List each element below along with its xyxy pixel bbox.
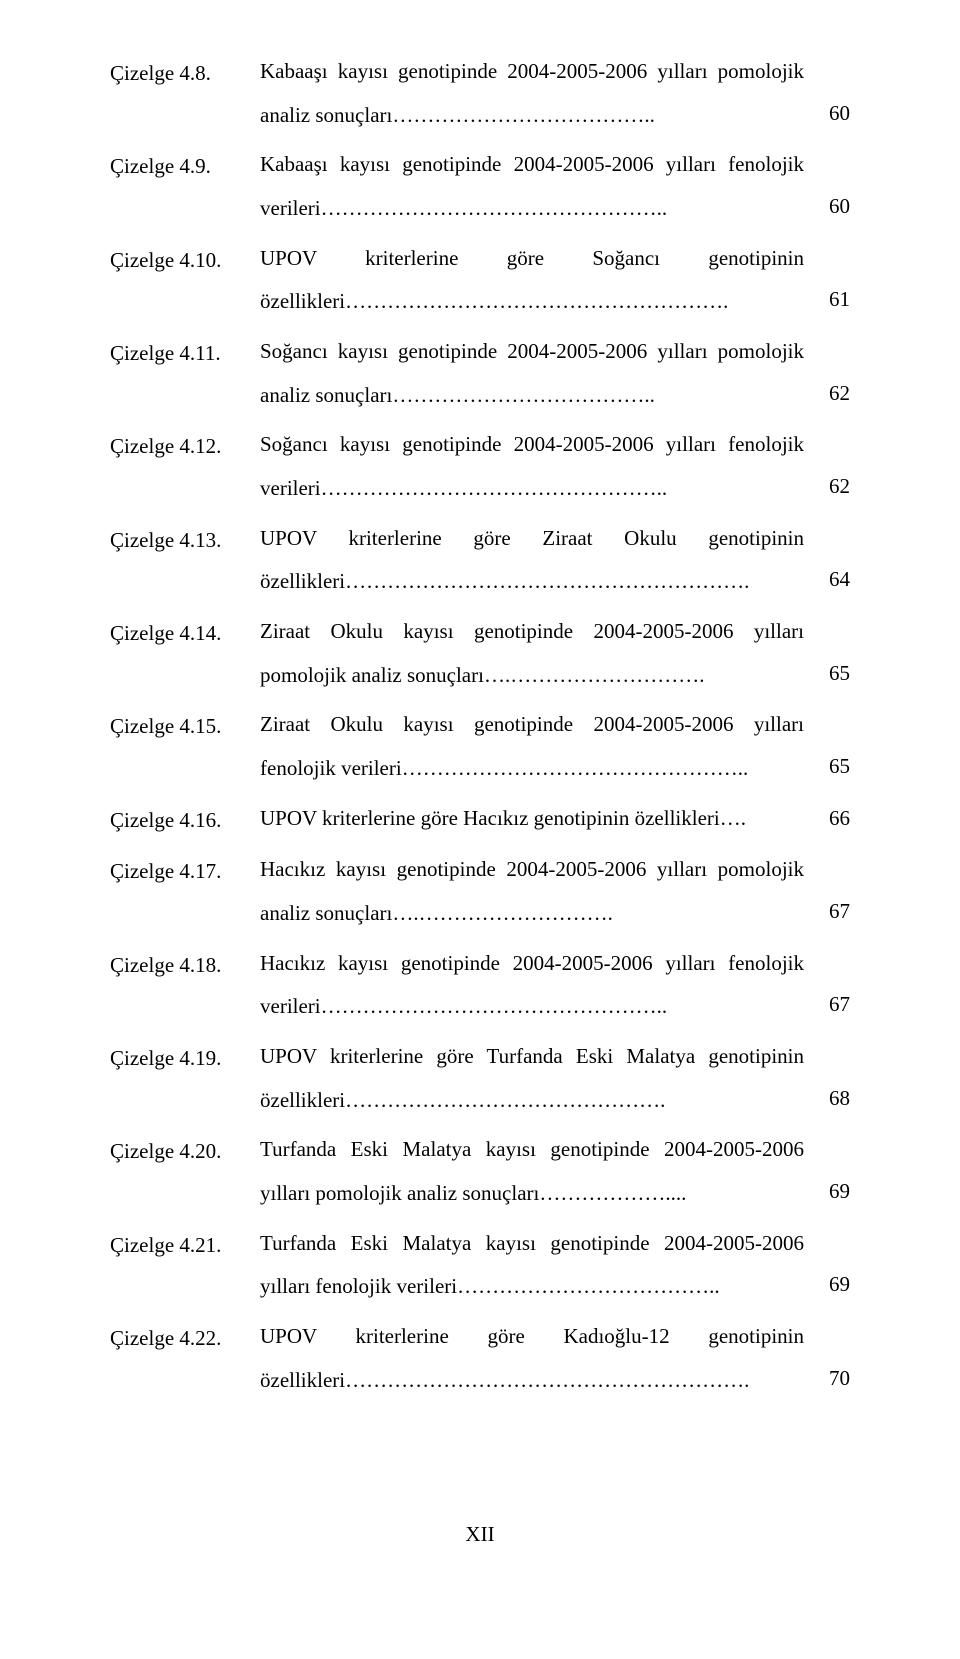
toc-entry-label: Çizelge 4.11. [110,330,260,417]
toc-entry-description: Kabaaşı kayısı genotipinde 2004-2005-200… [260,50,814,137]
toc-entry-label: Çizelge 4.12. [110,423,260,510]
toc-entry: Çizelge 4.22.UPOV kriterlerine göre Kadı… [110,1315,850,1402]
toc-entry-description: UPOV kriterlerine göre Hacıkız genotipin… [260,797,814,843]
toc-entry-page: 62 [814,465,850,511]
table-of-figures: Çizelge 4.8.Kabaaşı kayısı genotipinde 2… [110,50,850,1402]
toc-entry-description: Turfanda Eski Malatya kayısı genotipinde… [260,1128,814,1215]
toc-entry-label: Çizelge 4.20. [110,1128,260,1215]
toc-entry-description: Ziraat Okulu kayısı genotipinde 2004-200… [260,703,814,790]
toc-entry-page: 65 [814,745,850,791]
toc-entry-page: 67 [814,890,850,936]
page-number-footer: XII [110,1522,850,1587]
toc-entry: Çizelge 4.16.UPOV kriterlerine göre Hacı… [110,797,850,843]
toc-entry-page: 64 [814,558,850,604]
toc-entry: Çizelge 4.11.Soğancı kayısı genotipinde … [110,330,850,417]
toc-entry-label: Çizelge 4.9. [110,143,260,230]
toc-entry-label: Çizelge 4.21. [110,1222,260,1309]
toc-entry: Çizelge 4.20.Turfanda Eski Malatya kayıs… [110,1128,850,1215]
toc-entry-description: Kabaaşı kayısı genotipinde 2004-2005-200… [260,143,814,230]
toc-entry-label: Çizelge 4.16. [110,797,260,843]
toc-entry-label: Çizelge 4.18. [110,942,260,1029]
toc-entry-label: Çizelge 4.8. [110,50,260,137]
toc-entry-page: 61 [814,278,850,324]
toc-entry-page: 60 [814,92,850,138]
toc-entry: Çizelge 4.8.Kabaaşı kayısı genotipinde 2… [110,50,850,137]
toc-entry-label: Çizelge 4.15. [110,703,260,790]
toc-entry-page: 66 [814,797,850,843]
toc-entry-description: Ziraat Okulu kayısı genotipinde 2004-200… [260,610,814,697]
toc-entry-description: Hacıkız kayısı genotipinde 2004-2005-200… [260,848,814,935]
toc-entry-description: Hacıkız kayısı genotipinde 2004-2005-200… [260,942,814,1029]
toc-entry: Çizelge 4.15.Ziraat Okulu kayısı genotip… [110,703,850,790]
toc-entry-label: Çizelge 4.17. [110,848,260,935]
toc-entry: Çizelge 4.9.Kabaaşı kayısı genotipinde 2… [110,143,850,230]
toc-entry: Çizelge 4.19.UPOV kriterlerine göre Turf… [110,1035,850,1122]
toc-entry: Çizelge 4.17.Hacıkız kayısı genotipinde … [110,848,850,935]
toc-entry-page: 65 [814,652,850,698]
toc-entry-label: Çizelge 4.10. [110,237,260,324]
toc-entry: Çizelge 4.14.Ziraat Okulu kayısı genotip… [110,610,850,697]
toc-entry-page: 60 [814,185,850,231]
toc-entry: Çizelge 4.21.Turfanda Eski Malatya kayıs… [110,1222,850,1309]
toc-entry-label: Çizelge 4.13. [110,517,260,604]
toc-entry-description: Soğancı kayısı genotipinde 2004-2005-200… [260,423,814,510]
toc-entry: Çizelge 4.18.Hacıkız kayısı genotipinde … [110,942,850,1029]
toc-entry-label: Çizelge 4.19. [110,1035,260,1122]
toc-entry-description: Soğancı kayısı genotipinde 2004-2005-200… [260,330,814,417]
toc-entry-description: UPOV kriterlerine göre Turfanda Eski Mal… [260,1035,814,1122]
toc-entry: Çizelge 4.10.UPOV kriterlerine göre Soğa… [110,237,850,324]
toc-entry-description: UPOV kriterlerine göre Kadıoğlu-12 genot… [260,1315,814,1402]
toc-entry-page: 68 [814,1077,850,1123]
toc-entry-description: UPOV kriterlerine göre Soğancı genotipin… [260,237,814,324]
toc-entry-label: Çizelge 4.22. [110,1315,260,1402]
toc-entry-label: Çizelge 4.14. [110,610,260,697]
toc-entry-description: Turfanda Eski Malatya kayısı genotipinde… [260,1222,814,1309]
toc-entry-page: 67 [814,983,850,1029]
toc-entry-description: UPOV kriterlerine göre Ziraat Okulu geno… [260,517,814,604]
toc-entry-page: 69 [814,1263,850,1309]
toc-entry-page: 69 [814,1170,850,1216]
toc-entry-page: 70 [814,1357,850,1403]
toc-entry: Çizelge 4.13.UPOV kriterlerine göre Zira… [110,517,850,604]
toc-entry-page: 62 [814,372,850,418]
toc-entry: Çizelge 4.12.Soğancı kayısı genotipinde … [110,423,850,510]
